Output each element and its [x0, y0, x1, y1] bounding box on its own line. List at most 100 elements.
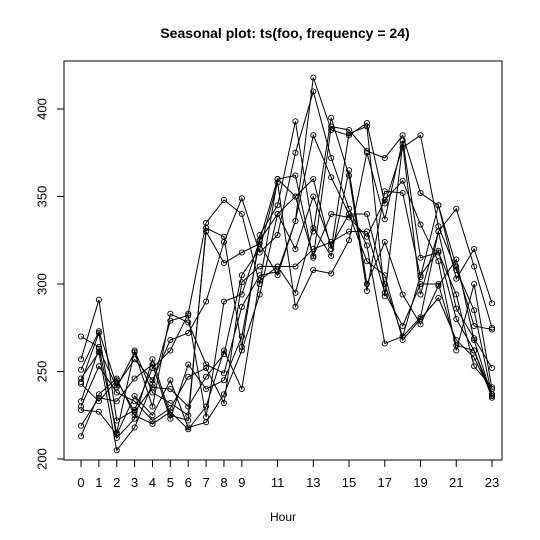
data-point — [220, 196, 228, 204]
data-point — [167, 336, 174, 344]
x-tick-label: 4 — [149, 475, 156, 490]
data-point — [292, 245, 299, 253]
series-line — [80, 117, 493, 440]
series-8 — [77, 177, 496, 429]
x-tick-label: 17 — [378, 475, 392, 490]
data-point — [417, 280, 424, 288]
data-point — [77, 433, 85, 440]
data-point — [167, 385, 174, 393]
data-point — [471, 336, 478, 344]
series-line — [80, 89, 493, 387]
series-11 — [77, 228, 496, 440]
x-tick-label: 8 — [220, 475, 227, 490]
data-point — [95, 296, 102, 303]
data-point — [328, 242, 335, 249]
y-tick-label: 350 — [35, 186, 50, 208]
data-point — [417, 254, 424, 261]
data-point — [274, 263, 281, 270]
data-point — [185, 426, 192, 433]
data-point — [381, 238, 388, 246]
data-point — [167, 415, 174, 422]
x-tick-label: 21 — [449, 475, 463, 490]
data-point — [381, 188, 388, 195]
data-point — [185, 312, 192, 319]
data-point — [185, 319, 192, 326]
data-point — [203, 419, 210, 426]
data-point — [149, 380, 156, 387]
data-point — [220, 391, 228, 398]
data-point — [113, 375, 120, 382]
x-axis-label: Hour — [270, 510, 296, 524]
y-tick-label: 200 — [35, 448, 50, 470]
data-point — [328, 252, 335, 260]
data-point — [328, 174, 335, 181]
data-point — [203, 224, 210, 232]
series-line — [80, 125, 493, 452]
data-point — [417, 315, 424, 323]
series-line — [80, 125, 493, 422]
data-point — [113, 431, 120, 438]
x-tick-label: 6 — [185, 475, 192, 490]
data-point — [435, 249, 442, 256]
data-point — [256, 263, 263, 270]
data-point — [167, 377, 174, 384]
data-point — [131, 415, 138, 422]
data-point — [328, 114, 335, 121]
data-point — [363, 228, 370, 235]
data-point — [417, 314, 424, 321]
x-tick-label: 1 — [95, 475, 102, 490]
data-point — [399, 291, 406, 298]
data-point — [435, 228, 442, 235]
data-point — [95, 363, 102, 370]
series-6 — [77, 132, 496, 410]
data-point — [292, 193, 299, 200]
data-point — [435, 280, 442, 288]
data-point — [488, 394, 496, 401]
data-point — [345, 210, 353, 218]
data-point — [471, 263, 478, 270]
data-point — [185, 424, 192, 431]
series-line — [80, 170, 493, 422]
data-point — [345, 130, 353, 137]
data-point — [471, 307, 478, 314]
data-point — [471, 322, 478, 330]
data-point — [363, 149, 370, 156]
data-point — [453, 342, 460, 349]
data-point — [471, 347, 478, 354]
data-point — [220, 259, 228, 267]
series-line — [80, 194, 493, 436]
data-point — [238, 303, 245, 310]
data-point — [381, 216, 388, 223]
x-tick-label: 0 — [77, 475, 84, 490]
data-point — [435, 258, 442, 265]
y-tick-label: 400 — [35, 98, 50, 120]
data-point — [292, 303, 299, 310]
data-point — [238, 279, 245, 286]
data-point — [77, 403, 85, 410]
data-point — [77, 422, 85, 429]
data-point — [453, 315, 460, 323]
data-point — [131, 375, 138, 382]
chart-title: Seasonal plot: ts(foo, frequency = 24) — [160, 25, 409, 41]
x-tick-label: 5 — [167, 475, 174, 490]
data-point — [363, 287, 370, 295]
data-point — [131, 424, 138, 431]
data-point — [381, 154, 388, 162]
data-point — [453, 263, 460, 270]
data-point — [310, 132, 317, 139]
data-point — [113, 447, 120, 454]
data-point — [167, 405, 174, 412]
data-point — [149, 420, 156, 428]
data-point — [149, 412, 156, 419]
data-point — [95, 329, 102, 337]
data-point — [310, 266, 317, 274]
data-point — [238, 249, 245, 256]
series-3 — [77, 88, 496, 389]
data-point — [185, 361, 192, 368]
data-point — [363, 258, 370, 265]
data-point — [220, 233, 228, 240]
data-point — [471, 245, 478, 253]
data-point — [77, 380, 85, 387]
data-point — [167, 408, 174, 415]
